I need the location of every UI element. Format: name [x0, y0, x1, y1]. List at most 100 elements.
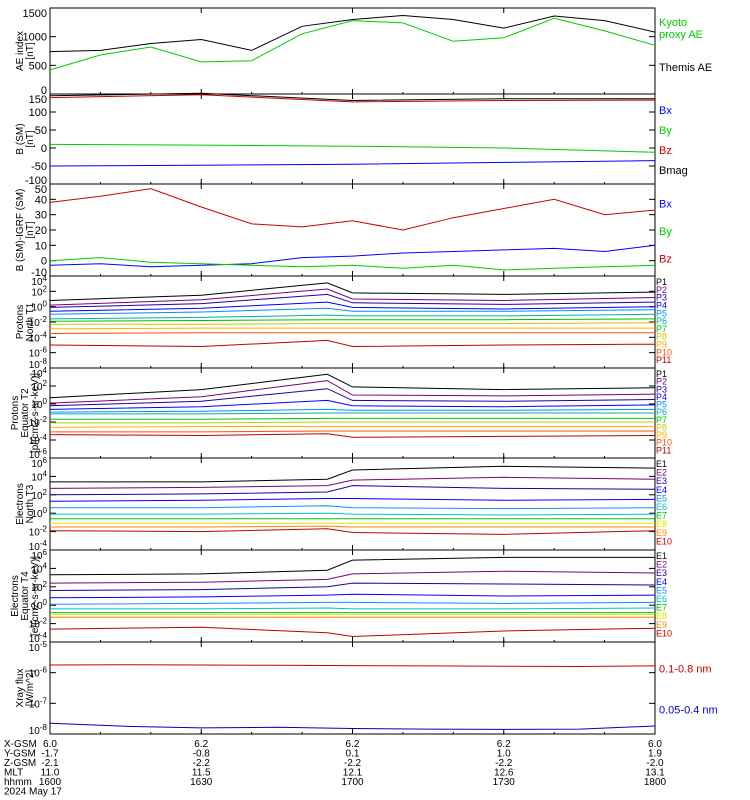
legend-label: Bx [659, 105, 672, 117]
legend-label: 0.05-0.4 nm [659, 705, 718, 717]
footer-row-label: MLT [4, 768, 23, 779]
y-tick-label: 1500 [23, 8, 47, 20]
y-tick-label: 100 [29, 107, 47, 119]
y-tick-label: 106 [31, 456, 47, 470]
channel-line-e5 [49, 601, 656, 605]
series-line-bx [49, 244, 656, 268]
legend-label: E4 [656, 577, 667, 587]
y-axis-label: North T3 [25, 484, 36, 523]
series-line-by [49, 143, 656, 153]
footer-value: -2.2 [344, 758, 362, 769]
y-tick-label: 102 [31, 284, 47, 298]
channel-line-e1 [50, 465, 656, 483]
channel-line-p8 [50, 322, 656, 325]
channel-line-e4 [49, 498, 656, 502]
legend-label: P7 [656, 415, 667, 425]
y-tick-label: 0 [41, 143, 47, 155]
legend-label: P7 [656, 324, 667, 334]
y-axis-label: Equator T4 [20, 571, 31, 621]
y-tick-label: 10-8 [29, 357, 48, 371]
y-tick-label: 100 [31, 300, 47, 314]
legend-label: E5 [656, 493, 667, 503]
footer-row-label: X-GSM [4, 739, 37, 750]
channel-line-e4 [49, 593, 656, 599]
y-tick-label: 10-2 [29, 617, 48, 631]
legend-label: P2 [656, 377, 667, 387]
legend-label: E10 [656, 536, 672, 546]
legend-label: E7 [656, 603, 667, 613]
panel-frame [49, 641, 656, 735]
y-axis-label: Electrons [15, 483, 26, 525]
y-tick-label: 100 [31, 397, 47, 411]
legend-label: E9 [656, 528, 667, 538]
channel-line-p6 [50, 412, 655, 415]
legend-label: E10 [656, 628, 672, 638]
y-tick-label: 50 [35, 125, 47, 137]
footer-row-label: Y-GSM [4, 749, 36, 760]
series-line-0-1-0-8-nm [49, 664, 656, 668]
footer-value: 6.2 [497, 739, 511, 750]
y-axis-label: [e/(cm2-s-sr-keV)] [30, 556, 41, 636]
footer-value: -1.7 [41, 749, 59, 760]
y-tick-label: 50 [35, 184, 47, 196]
channel-line-e6 [50, 607, 656, 610]
channel-line-p3 [49, 293, 656, 308]
footer-date: 2024 May 17 [4, 787, 62, 798]
legend-label: E6 [656, 594, 667, 604]
footer-value: 1800 [644, 777, 667, 788]
y-tick-label: -10 [31, 267, 47, 279]
y-tick-label: 104 [31, 469, 47, 483]
channel-line-p8 [50, 421, 655, 424]
footer-value: -2.1 [41, 758, 59, 769]
channel-line-p2 [49, 288, 656, 306]
channel-line-p5 [49, 408, 656, 413]
series-line-bz [49, 188, 656, 231]
legend-label: P11 [656, 355, 671, 365]
footer-value: 12.6 [494, 768, 514, 779]
footer-value: 6.2 [194, 739, 208, 750]
legend-label: P8 [656, 422, 667, 432]
channel-line-e2 [49, 476, 656, 489]
channel-line-p1 [49, 282, 656, 301]
channel-line-e3 [49, 485, 656, 496]
legend-label: P4 [656, 392, 667, 402]
channel-line-p10 [50, 430, 655, 433]
channel-line-e6 [50, 512, 656, 516]
y-tick-label: 20 [35, 225, 47, 237]
legend-label: Bx [659, 199, 672, 211]
legend-label: P10 [656, 438, 672, 448]
legend-label: P4 [656, 300, 667, 310]
series-line-bmag [49, 92, 655, 102]
y-tick-label: 10-4 [29, 330, 48, 344]
footer-value: -2.0 [646, 758, 664, 769]
footer-row-label: hhmm [4, 777, 32, 788]
y-tick-label: 10-4 [29, 433, 48, 447]
y-tick-label: 10-2 [29, 415, 48, 429]
y-axis-label: Electrons [10, 575, 21, 617]
y-tick-label: 100 [31, 506, 47, 520]
footer-value: 6.2 [346, 739, 360, 750]
y-tick-label: 1000 [23, 32, 47, 44]
y-tick-label: 102 [31, 379, 47, 393]
panel-8: 10-8 10-7 10-6 10-5 Xray flux [W/m^2] 0.1-0.8 … [15, 640, 718, 737]
legend-label: P6 [656, 316, 667, 326]
y-tick-label: 0 [41, 85, 47, 97]
channel-line-p10 [49, 332, 655, 334]
footer-value: -2.2 [495, 758, 513, 769]
y-axis-label: North T1 [25, 302, 36, 341]
legend-label: P8 [656, 332, 667, 342]
y-tick-label: 10-4 [29, 539, 48, 553]
channel-line-e1 [49, 556, 655, 576]
legend-label: Bz [659, 145, 672, 157]
legend-label: P5 [656, 400, 667, 410]
legend-label: E5 [656, 585, 667, 595]
channel-line-p6 [49, 313, 656, 320]
footer-value: 1.9 [648, 749, 662, 760]
y-tick-label: 10-6 [29, 666, 48, 680]
y-tick-label: 150 [29, 94, 47, 106]
legend-label: P9 [656, 430, 667, 440]
